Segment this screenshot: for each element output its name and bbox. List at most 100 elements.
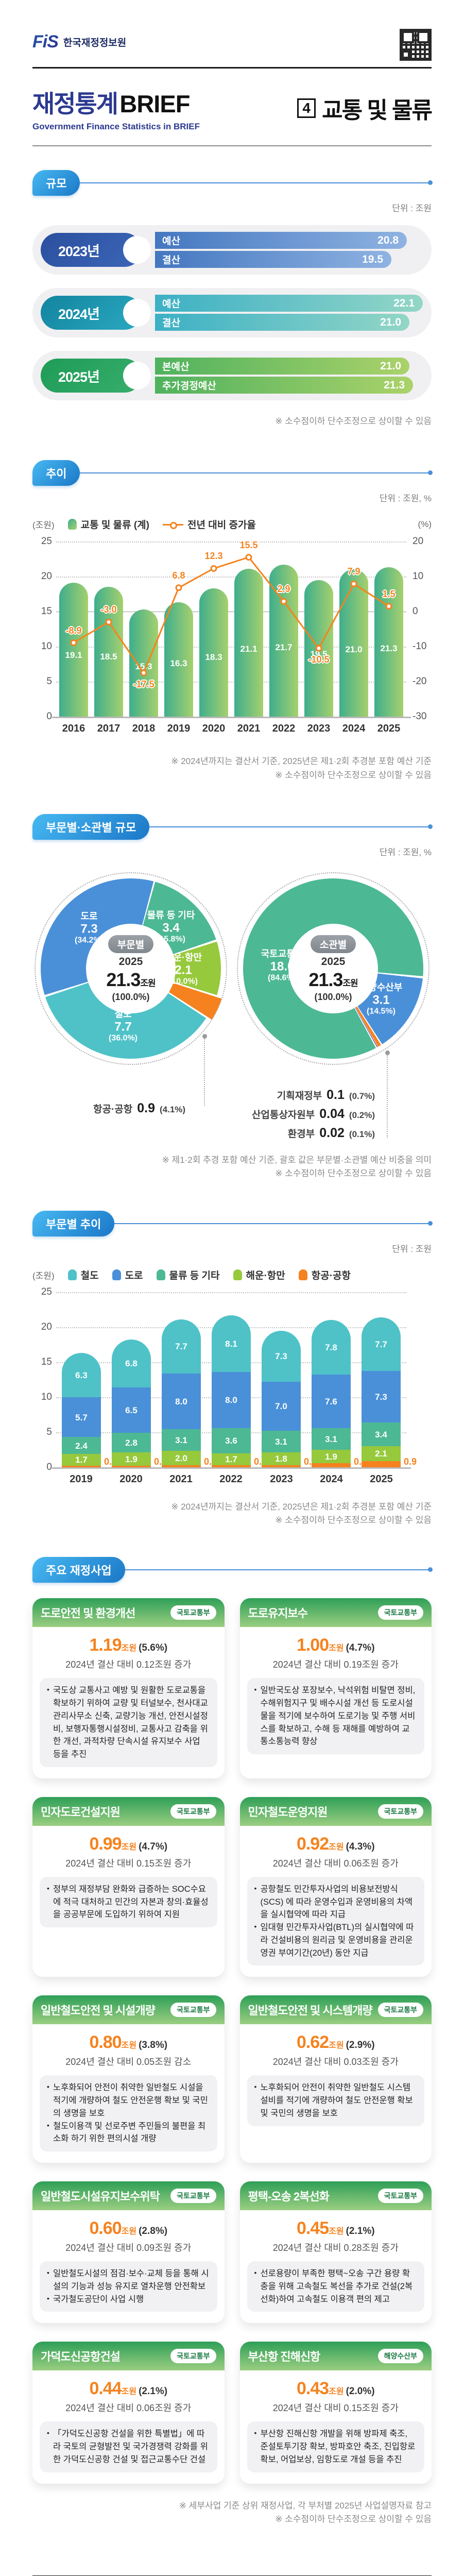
program-description-box: 정부의 재정부담 완화와 급증하는 SOC수요에 적극 대처하고 민간의 자본과… — [40, 1876, 217, 1928]
slice-label-국토교통부: 국토교통부 18.0 (84.6%) — [261, 949, 304, 984]
seg-value: 2.0 — [175, 1453, 187, 1464]
trend-bar-value: 21.7 — [275, 642, 293, 653]
donut-center: 소관별 2025 21.3조원 (100.0%) — [288, 924, 378, 1014]
program-bullet: 일반철도시설의 점검·보수·교체 등을 통해 시설의 기능과 성능 유지로 열차… — [47, 2267, 210, 2293]
trend-year-label: 2022 — [272, 723, 296, 735]
program-bullet: 노후화되어 안전이 취약한 일반철도 시설을 적기에 개량하여 철도 안전운행 … — [47, 2081, 210, 2120]
program-change-note: 2024년 결산 대비 0.15조원 증가 — [272, 2403, 399, 2414]
seg-항공·공항-2024 — [312, 1463, 351, 1467]
scale-unit: 단위 : 조원 — [392, 204, 432, 213]
program-description-box: 일반철도시설의 점검·보수·교체 등을 통해 시설의 기능과 성능 유지로 열차… — [40, 2261, 217, 2312]
line-point-icon — [385, 603, 392, 610]
line-point-icon — [350, 581, 357, 588]
sector-trend-footnote-1: ※ 2024년까지는 결산서 기준, 2025년은 제1·2회 추경분 포함 예… — [171, 1501, 432, 1512]
legend-item-total: 교통 및 물류 (계) — [67, 517, 149, 531]
trend-year-label: 2021 — [237, 723, 261, 735]
legend-label: 물류 등 기타 — [169, 1270, 220, 1281]
program-amount-line: 0.92조원 (4.3%) — [247, 1834, 425, 1854]
ext-name: 환경부 — [287, 1129, 315, 1140]
slice-name: 철도 — [114, 1009, 132, 1020]
growth-value-label: -3.0 — [100, 604, 117, 615]
sector-trend-chart: 0.2 1.7 2.4 5.7 6.3 0.2 1.9 2.8 6.5 6.8 0.3 2.0 3.1 8… — [32, 1285, 432, 1492]
ext-pct: (0.1%) — [349, 1129, 375, 1140]
program-card-header: 민자도로건설지원 국토교통부 — [32, 1797, 225, 1826]
program-amount-unit: 조원 — [329, 2041, 344, 2050]
trend-footnote-1: ※ 2024년까지는 결산서 기준, 2025년은 제1·2회 추경분 포함 예… — [171, 756, 432, 767]
seg-value: 1.7 — [75, 1455, 88, 1465]
seg-물류 등 기타-2024 — [312, 1428, 351, 1450]
seg-철도-2023 — [262, 1330, 301, 1382]
program-title: 평택-오송 2복선화 — [248, 2190, 330, 2204]
trend-bar-value: 21.0 — [345, 645, 363, 655]
growth-value-label: 1.5 — [382, 589, 396, 600]
gridline — [56, 682, 406, 683]
program-description-box: 노후화되어 안전이 취약한 일반철도 시설을 적기에 개량하여 철도 안전운행 … — [40, 2075, 217, 2152]
seg-value: 6.5 — [125, 1405, 138, 1415]
program-card-body: 1.19조원(5.6%) 2024년 결산 대비 0.12조원 증가국도상 교통사… — [32, 1627, 225, 1778]
program-description-box: 국도상 교통사고 예방 및 원활한 도로교통을 확보하기 위하여 교량 및 터널… — [40, 1678, 217, 1767]
composition-unit: 단위 : 조원, % — [379, 848, 432, 858]
program-amount-pct: (2.9%) — [346, 2040, 375, 2051]
trend-footnote-2: ※ 소수점이하 단수조정으로 상이할 수 있음 — [275, 770, 432, 780]
program-amount-pct: (2.1%) — [139, 2386, 168, 2397]
program-title: 가덕도신공항건설 — [41, 2350, 121, 2364]
growth-value-label: 15.5 — [239, 540, 258, 551]
program-amount-line: 0.60조원 (2.8%) — [40, 2218, 217, 2239]
seg-value: 7.7 — [175, 1342, 187, 1352]
program-card-body: 0.92조원(4.3%) 2024년 결산 대비 0.06조원 증가공항철도 민간… — [240, 1826, 432, 1977]
seg-항공·공항-2023 — [262, 1465, 301, 1467]
program-card-header: 도로안전 및 환경개선 국토교통부 — [32, 1598, 225, 1628]
program-bullet: 국도상 교통사고 예방 및 원활한 도로교통을 확보하기 위하여 교량 및 터널… — [47, 1684, 210, 1761]
leader-line — [204, 1039, 205, 1106]
program-amount: 0.92 — [296, 1834, 329, 1854]
ext-pct: (0.2%) — [349, 1110, 375, 1121]
seg-해운·항만-2021 — [162, 1451, 201, 1465]
sector-year-label: 2021 — [169, 1473, 193, 1485]
bar-swatch-icon — [298, 1269, 307, 1280]
program-card-header: 평택-오송 2복선화 국토교통부 — [239, 2181, 432, 2211]
bar-swatch-icon — [233, 1269, 242, 1280]
seg-value: 1.8 — [275, 1454, 287, 1464]
left-axis-tick: 20 — [41, 571, 52, 582]
section-scale: 규모 단위 : 조원 2023년 예산 20.8 결산 19.5 2024년 예산 22.1 결… — [32, 170, 433, 428]
ext-value: 0.02 — [319, 1126, 345, 1141]
brand-subtitle: Government Finance Statistics in BRIEF — [32, 122, 200, 131]
donut-badge-소관별: 소관별 — [310, 935, 356, 953]
line-marker-icon — [162, 521, 183, 529]
program-amount-line: 0.45조원 (2.1%) — [247, 2218, 425, 2239]
program-amount-unit: 조원 — [121, 1842, 137, 1852]
program-title: 민자철도운영지원 — [248, 1805, 328, 1819]
trend-bar-value: 19.1 — [65, 650, 82, 660]
program-card-header: 부산항 진해신항 해양수산부 — [239, 2342, 432, 2371]
slice-name: 국토교통부 — [261, 948, 304, 959]
legend-item-물류 등 기타: 물류 등 기타 — [156, 1268, 220, 1282]
donut-amount: 21.3조원 — [308, 969, 358, 990]
external-label-환경부: 환경부 0.02 (0.1%) — [288, 1126, 375, 1141]
program-change-note: 2024년 결산 대비 0.15조원 증가 — [65, 1858, 192, 1869]
ext-name: 항공·공항 — [93, 1104, 133, 1115]
slice-value: 18.0 — [270, 959, 295, 974]
program-amount-line: 0.44조원 (2.1%) — [40, 2379, 217, 2399]
seg-value: 3.4 — [375, 1429, 387, 1439]
slice-value: 2.1 — [175, 963, 192, 977]
legend-label: 해운·항만 — [246, 1270, 285, 1281]
seg-철도-2022 — [212, 1315, 251, 1372]
bar-label: 예산 — [162, 299, 180, 310]
program-change-note: 2024년 결산 대비 0.09조원 증가 — [65, 2243, 192, 2253]
brand: 재정통계 BRIEF Government Finance Statistics… — [32, 84, 200, 132]
scale-bar-예산: 예산 22.1 — [155, 295, 423, 312]
slice-name: 해운·항만 — [164, 952, 202, 963]
bar-value: 21.0 — [380, 316, 401, 328]
program-amount: 0.44 — [89, 2379, 122, 2399]
donut-amount-unit: 조원 — [140, 978, 156, 988]
seg-해운·항만-2023 — [262, 1452, 301, 1465]
right-axis-tick: 20 — [413, 536, 424, 547]
section-rule — [149, 824, 433, 829]
donut-badge-부문별: 부문별 — [108, 935, 154, 953]
seg-value: 7.0 — [275, 1401, 287, 1412]
seg-value: 2.1 — [375, 1449, 387, 1459]
ext-pct: (0.7%) — [349, 1091, 375, 1101]
section-scale-badge: 규모 — [32, 170, 80, 196]
x-axis-baseline — [52, 717, 411, 719]
trend-chart: 19.1 18.5 15.3 16.3 18.3 21.1 21.7 19.5 21.0 21.3… — [32, 534, 432, 747]
